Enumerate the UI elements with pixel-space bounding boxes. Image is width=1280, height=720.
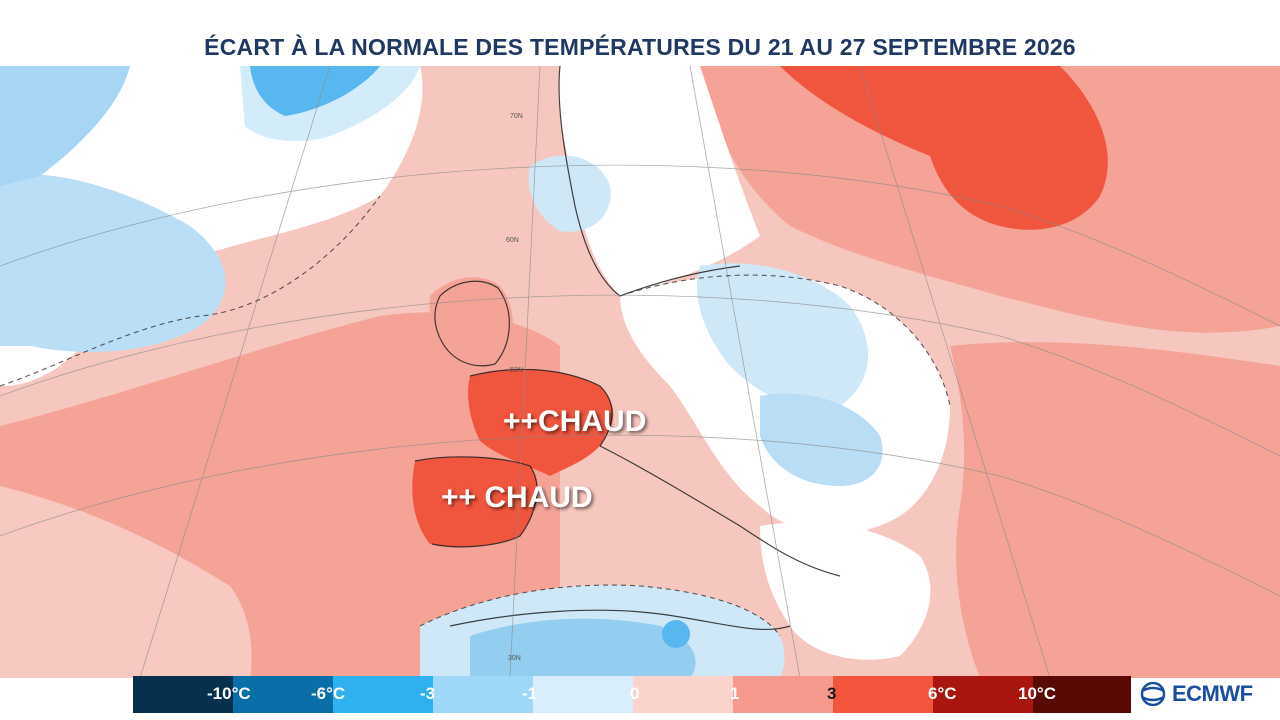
neutral-east-mediterranean [760, 522, 931, 660]
callout-iberia: ++ CHAUD [441, 481, 593, 514]
hot-france [468, 369, 614, 476]
legend-segment [733, 676, 833, 713]
legend-segment [1033, 676, 1131, 713]
legend-segment [633, 676, 733, 713]
cool-poland [696, 263, 869, 409]
greenland-cold-core [250, 66, 380, 116]
cool-balkans [760, 393, 883, 486]
legend-segment [233, 676, 333, 713]
lat-label-70n: 70N [510, 113, 523, 120]
legend-tick: 10°C [1018, 684, 1056, 703]
page-title: ÉCART À LA NORMALE DES TEMPÉRATURES DU 2… [204, 34, 1076, 60]
color-legend: -10°C -6°C -3 -1 0 1 3 6°C 10°C [133, 676, 1131, 713]
zero-contours [0, 195, 951, 637]
ecmwf-globe-icon [1140, 682, 1166, 706]
cold-north-africa [470, 618, 696, 678]
graticule [0, 66, 1280, 678]
coastlines [414, 66, 841, 631]
legend-segment [333, 676, 433, 713]
neutral-scandinavia [558, 66, 760, 296]
legend-segment [833, 676, 933, 713]
legend-tick: -1 [522, 684, 538, 703]
map-canvas: 70N 60N 50N 30N [0, 66, 1280, 678]
ecmwf-logo: ECMWF [1139, 680, 1253, 708]
legend-tick: -10°C [207, 684, 251, 703]
warm-middle-east [950, 342, 1280, 678]
cool-north-atlantic [0, 174, 226, 352]
legend-tick: 3 [827, 684, 837, 703]
lat-label-50n: 50N [510, 367, 523, 374]
callout-france: ++CHAUD [503, 405, 647, 438]
legend-segment [533, 676, 633, 713]
ecmwf-wordmark: ECMWF [1172, 681, 1253, 706]
ocean-mild-area [0, 486, 252, 678]
temperature-anomaly-map: 70N 60N 50N 30N [0, 66, 1280, 678]
cold-spot-africa [662, 620, 690, 648]
legend-tick: -6°C [311, 684, 346, 703]
cool-labrador [0, 66, 130, 186]
lat-label-30n: 30N [508, 655, 521, 662]
warm-british-isles [429, 277, 513, 368]
legend-tick: -3 [420, 684, 436, 703]
hot-russia-core [780, 66, 1108, 230]
legend-tick: 0 [630, 684, 640, 703]
legend-tick: 1 [730, 684, 740, 703]
lat-label-60n: 60N [506, 237, 519, 244]
hot-iberia [412, 456, 538, 548]
cool-norway [528, 155, 611, 232]
legend-tick: 6°C [928, 684, 957, 703]
legend-segment [933, 676, 1033, 713]
legend-segment [433, 676, 533, 713]
legend-segment [133, 676, 233, 713]
